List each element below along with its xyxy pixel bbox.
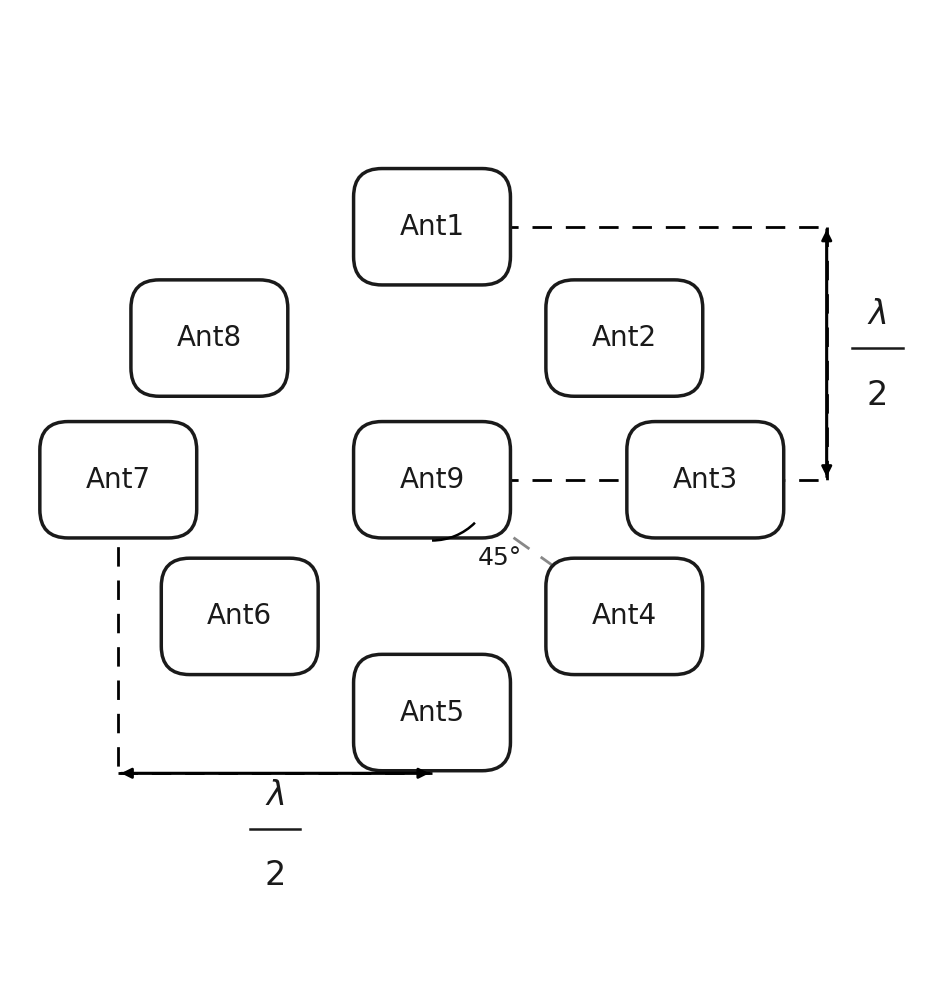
Text: 45°: 45° <box>477 546 521 570</box>
FancyBboxPatch shape <box>353 654 510 771</box>
Text: Ant1: Ant1 <box>399 213 464 241</box>
FancyBboxPatch shape <box>353 169 510 285</box>
FancyBboxPatch shape <box>353 422 510 538</box>
FancyBboxPatch shape <box>40 422 196 538</box>
Text: $\lambda$: $\lambda$ <box>867 298 886 331</box>
Text: Ant8: Ant8 <box>177 324 242 352</box>
Text: $\lambda$: $\lambda$ <box>265 779 285 812</box>
Text: Ant9: Ant9 <box>399 466 464 494</box>
FancyBboxPatch shape <box>546 558 702 675</box>
FancyBboxPatch shape <box>626 422 783 538</box>
Text: Ant5: Ant5 <box>399 699 464 727</box>
Text: Ant2: Ant2 <box>591 324 656 352</box>
Text: Ant7: Ant7 <box>86 466 151 494</box>
Text: 2: 2 <box>264 859 285 892</box>
FancyBboxPatch shape <box>131 280 288 396</box>
Text: Ant3: Ant3 <box>672 466 737 494</box>
FancyBboxPatch shape <box>546 280 702 396</box>
Text: Ant4: Ant4 <box>591 602 656 630</box>
FancyBboxPatch shape <box>161 558 318 675</box>
Text: Ant6: Ant6 <box>207 602 272 630</box>
Text: 2: 2 <box>866 379 887 412</box>
